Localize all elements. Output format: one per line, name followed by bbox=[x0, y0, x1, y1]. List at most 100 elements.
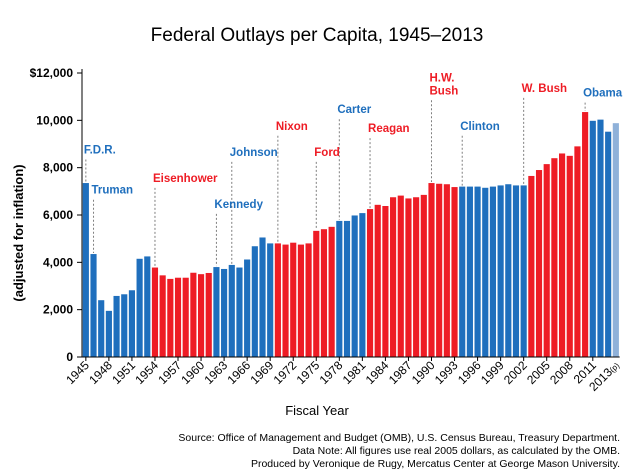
y-tick-label: 8,000 bbox=[43, 161, 73, 175]
x-tick-label: 1951 bbox=[109, 358, 138, 387]
x-tick-label: 1954 bbox=[132, 358, 161, 387]
y-tick-label: 10,000 bbox=[36, 113, 73, 127]
bar-2005 bbox=[543, 164, 550, 357]
bar-1945 bbox=[82, 183, 89, 357]
bar-1994 bbox=[459, 186, 466, 357]
source-line-2: Data Note: All figures use real 2005 dol… bbox=[293, 445, 620, 457]
bar-1967 bbox=[251, 246, 258, 357]
x-tick-label: 1972 bbox=[271, 358, 300, 387]
bar-1988 bbox=[413, 197, 420, 357]
bar-2011 bbox=[589, 120, 596, 357]
bar-1961 bbox=[205, 272, 212, 357]
bar-1997 bbox=[482, 187, 489, 357]
bar-2009 bbox=[574, 146, 581, 357]
y-tick-label: 4,000 bbox=[43, 255, 73, 269]
president-label: Ford bbox=[314, 147, 340, 159]
bar-2003 bbox=[528, 175, 535, 357]
x-tick-label: 1969 bbox=[248, 358, 277, 387]
bar-1990 bbox=[428, 183, 435, 357]
x-tick-label: 1978 bbox=[317, 358, 346, 387]
president-label: Eisenhower bbox=[153, 173, 218, 185]
bar-1982 bbox=[366, 209, 374, 357]
bar-1949 bbox=[113, 295, 120, 357]
x-tick-label: 2005 bbox=[524, 358, 553, 387]
bar-1978 bbox=[336, 220, 343, 357]
chart-title: Federal Outlays per Capita, 1945–2013 bbox=[151, 25, 484, 46]
x-tick-label: 1993 bbox=[432, 358, 461, 387]
x-tick-label: 2002 bbox=[501, 358, 530, 387]
bar-1971 bbox=[282, 244, 289, 357]
bar-1954 bbox=[151, 267, 159, 357]
president-label: Johnson bbox=[230, 147, 278, 159]
bar-1996 bbox=[474, 186, 481, 357]
bar-1989 bbox=[420, 194, 427, 357]
president-label: Carter bbox=[337, 104, 371, 116]
president-label: Reagan bbox=[368, 123, 410, 135]
bar-1991 bbox=[436, 183, 443, 357]
bar-1973 bbox=[297, 244, 304, 357]
bar-1947 bbox=[98, 300, 105, 357]
bar-1970 bbox=[274, 243, 281, 357]
bar-1946 bbox=[90, 254, 97, 357]
president-label: Truman bbox=[92, 185, 134, 197]
bar-2008 bbox=[566, 155, 573, 357]
x-tick-label: 1984 bbox=[363, 358, 392, 387]
x-tick-label: 1963 bbox=[201, 358, 230, 387]
bar-2013 bbox=[605, 131, 612, 357]
bar-1957 bbox=[174, 277, 182, 357]
x-tick-label: 1960 bbox=[178, 358, 207, 387]
bar-1983 bbox=[374, 204, 381, 357]
x-tick-label: 1957 bbox=[155, 358, 184, 387]
bar-1975 bbox=[313, 230, 320, 357]
x-tick-label: 1990 bbox=[409, 358, 438, 387]
bar-1968 bbox=[259, 237, 266, 357]
x-tick-label: 2008 bbox=[547, 358, 576, 387]
bar-1948 bbox=[105, 310, 112, 357]
president-label: Obama bbox=[583, 88, 623, 100]
bar-1969 bbox=[267, 243, 274, 357]
president-label: Clinton bbox=[460, 121, 500, 133]
bar-1999 bbox=[497, 185, 504, 357]
x-axis-label: Fiscal Year bbox=[285, 403, 349, 418]
bar-1998 bbox=[489, 186, 497, 357]
bar-1966 bbox=[244, 259, 251, 357]
bar-1964 bbox=[228, 264, 235, 357]
bar-1986 bbox=[397, 195, 404, 357]
bar-1952 bbox=[136, 258, 143, 357]
bar-1995 bbox=[466, 186, 473, 357]
y-axis-label: (adjusted for inflation) bbox=[11, 164, 26, 301]
bar-1959 bbox=[190, 272, 197, 357]
bar-1951 bbox=[128, 290, 135, 357]
bar-1962 bbox=[213, 267, 220, 357]
president-label: Nixon bbox=[276, 121, 308, 133]
axes bbox=[81, 69, 620, 358]
y-axis-ticks: 0 2,000 4,000 6,000 8,000 10,000 $12,000 bbox=[30, 66, 82, 364]
bar-2002 bbox=[520, 185, 527, 357]
bar-1985 bbox=[390, 197, 397, 357]
x-tick-label: 1996 bbox=[455, 358, 484, 387]
x-tick-label: 1999 bbox=[478, 358, 507, 387]
bar-1963 bbox=[221, 268, 228, 357]
bar-1955 bbox=[159, 275, 166, 357]
bar-1950 bbox=[121, 294, 128, 357]
y-tick-label: 6,000 bbox=[43, 208, 73, 222]
bar-1965 bbox=[236, 267, 243, 357]
x-axis-ticks: 1945194819511954195719601963196619691972… bbox=[63, 357, 621, 394]
bar-1956 bbox=[167, 278, 174, 357]
bar-1974 bbox=[305, 243, 312, 357]
bar-1960 bbox=[197, 274, 205, 357]
bar-1972 bbox=[290, 242, 297, 357]
bar-2006 bbox=[551, 158, 558, 357]
bars bbox=[82, 112, 619, 357]
president-label: F.D.R. bbox=[84, 144, 116, 156]
source-line-1: Source: Office of Management and Budget … bbox=[178, 432, 620, 444]
president-label: H.W. Bush bbox=[429, 72, 458, 97]
bar-estimate bbox=[612, 123, 619, 357]
bar-1976 bbox=[320, 229, 328, 357]
bar-1980 bbox=[351, 215, 358, 357]
bar-2001 bbox=[512, 185, 520, 357]
x-tick-label: 1981 bbox=[340, 358, 369, 387]
bar-1981 bbox=[359, 213, 366, 357]
x-tick-label: 1966 bbox=[224, 358, 253, 387]
